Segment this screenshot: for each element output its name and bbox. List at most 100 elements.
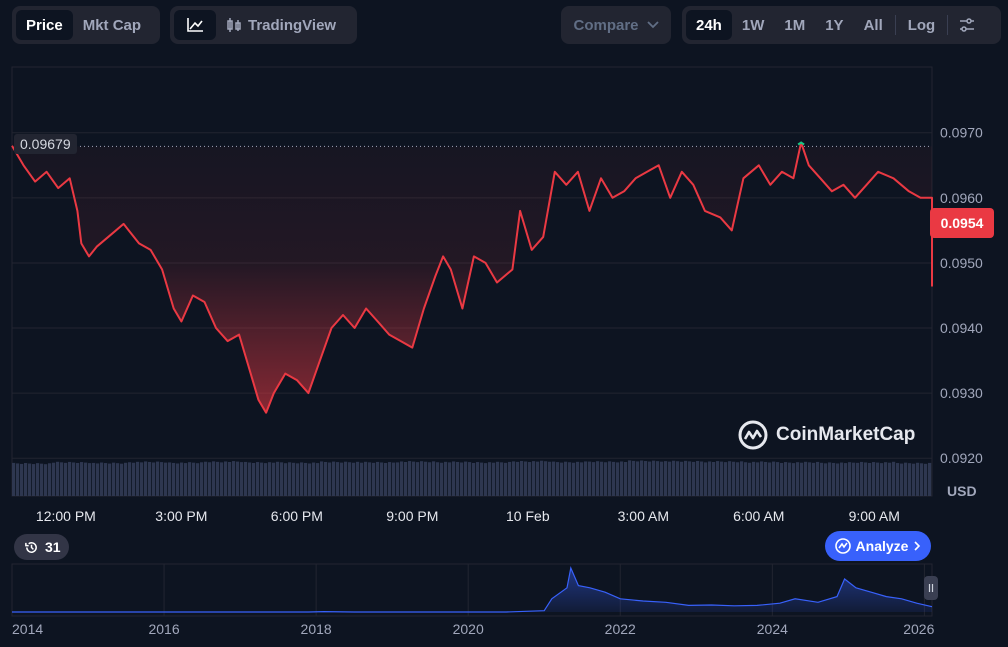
volume-bar [740,461,744,496]
tab-price[interactable]: Price [16,10,73,40]
volume-bar [800,462,804,496]
log-scale-toggle[interactable]: Log [907,16,936,34]
volume-bar [340,462,344,496]
volume-bar [868,462,872,496]
range-1y[interactable]: 1Y [825,16,844,34]
tab-line-chart[interactable] [174,10,216,40]
volume-bar [408,461,412,496]
chevron-down-icon [646,21,659,29]
volume-bar [280,462,284,496]
volume-bar [208,462,212,496]
analyze-button[interactable]: Analyze [825,531,931,561]
x-tick-label: 10 Feb [506,508,550,524]
volume-bar [912,463,916,496]
volume-bar [236,461,240,496]
volume-bar [64,462,68,496]
volume-bar [472,462,476,496]
volume-bar [60,462,64,496]
volume-bar [260,462,264,496]
range-24h[interactable]: 24h [686,10,732,40]
volume-bar [904,462,908,496]
navigator-handle[interactable] [924,576,938,600]
volume-bar [512,461,516,496]
volume-bar [176,463,180,496]
volume-bar [496,461,500,496]
volume-bar [296,463,300,496]
volume-bar [68,461,72,496]
volume-bar [300,462,304,496]
volume-bar [48,463,52,496]
range-1w[interactable]: 1W [741,16,765,34]
volume-bar [560,462,564,496]
candlestick-icon [227,18,241,32]
volume-bar [96,463,100,496]
x-axis: 12:00 PM 3:00 PM 6:00 PM 9:00 PM 10 Feb 3:00 … [36,508,900,524]
y-tick-label: 0.0960 [940,190,983,206]
navigator-tick-label: 2016 [148,621,179,637]
volume-bar [12,462,16,496]
volume-bar [224,461,228,496]
watermark-text: CoinMarketCap [776,424,916,445]
navigator-tick-label: 2018 [301,621,332,637]
volume-bar [304,462,308,496]
volume-bar [728,461,732,496]
volume-bar [848,462,852,496]
volume-bar [292,462,296,496]
volume-bar [248,462,252,496]
x-tick-label: 3:00 AM [618,508,669,524]
range-all[interactable]: All [863,16,883,34]
compare-dropdown[interactable]: Compare [561,6,671,44]
volume-bar [156,461,160,496]
volume-bar [900,463,904,496]
peak-marker [797,141,805,146]
volume-bar [184,463,188,496]
volume-bar [44,464,48,496]
volume-bar [416,462,420,496]
volume-bar [712,461,716,496]
range-1m[interactable]: 1M [784,16,806,34]
volume-bar [720,461,724,496]
volume-bar [376,461,380,496]
volume-bar [880,463,884,496]
open-price-label: 0.09679 [14,134,77,154]
price-area [12,142,932,413]
volume-bar [144,461,148,496]
volume-bar [216,461,220,496]
volume-bar [180,462,184,496]
volume-bar [640,460,644,496]
volume-bar [816,461,820,496]
volume-bar [608,461,612,496]
navigator-tick-label: 2022 [605,621,636,637]
volume-bar [188,462,192,496]
coinmarketcap-logo-icon [738,420,768,450]
volume-bar [264,463,268,496]
volume-bar [76,462,80,496]
volume-bar [704,462,708,496]
volume-bar [780,462,784,496]
time-range-tabs: 24h 1W 1M 1Y All Log [682,6,1001,44]
volume-bar [864,462,868,496]
history-badge[interactable]: 31 [14,534,69,560]
volume-bar [100,462,104,496]
volume-bar [756,462,760,496]
volume-bar [860,461,864,496]
volume-bar [920,463,924,496]
volume-bar [24,463,28,496]
tradingview-label: TradingView [248,16,337,34]
volume-bar [680,461,684,496]
volume-bar [388,462,392,496]
volume-bar [824,463,828,496]
chart-settings-button[interactable] [950,10,984,40]
chart-style-tabs: TradingView [170,6,357,44]
volume-bar [108,463,112,496]
tab-mkt-cap[interactable]: Mkt Cap [82,16,142,34]
x-tick-label: 9:00 AM [849,508,900,524]
tab-tradingview[interactable]: TradingView [216,10,346,40]
volume-bar [892,461,896,496]
y-tick-label: 0.0920 [940,450,983,466]
volume-bar [580,462,584,496]
volume-bar [384,462,388,496]
volume-bar [152,462,156,496]
volume-bar [244,461,248,496]
